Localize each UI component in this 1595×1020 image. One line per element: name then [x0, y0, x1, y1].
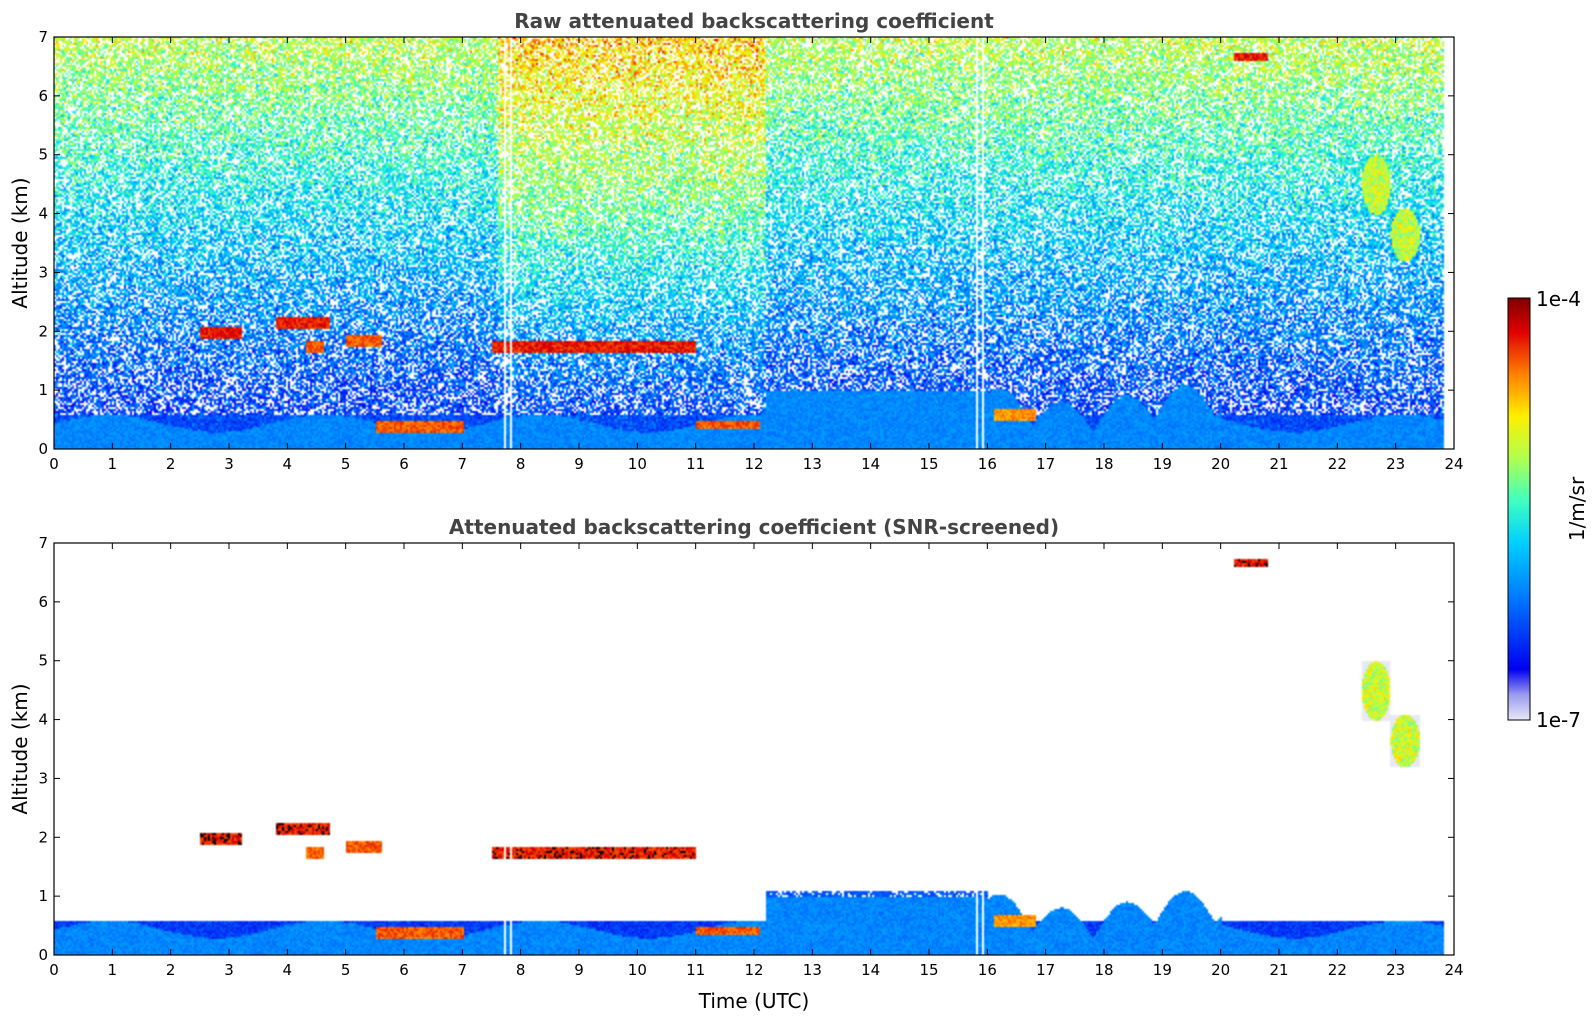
x-tick-label: 11 [686, 961, 705, 979]
x-tick-label: 14 [861, 961, 880, 979]
x-tick-label: 15 [919, 961, 938, 979]
x-tick-label: 0 [49, 455, 59, 473]
x-tick-label: 21 [1269, 455, 1288, 473]
panel2-axes: 0 1 2 3 4 5 6 7 8 9 10 11 12 13 14 15 16 17 18 19 20 21 22 23 24… [38, 534, 1463, 979]
raw-backscatter-heatmap [54, 37, 1454, 449]
x-tick-label: 1 [108, 455, 118, 473]
panel1-title: Raw attenuated backscattering coefficien… [514, 9, 994, 33]
x-tick-label: 21 [1269, 961, 1288, 979]
y-tick-label: 2 [38, 322, 48, 340]
panel2-ylabel: Altitude (km) [8, 683, 32, 814]
x-tick-label: 23 [1386, 455, 1405, 473]
x-tick-label: 7 [458, 455, 468, 473]
y-tick-label: 1 [38, 381, 48, 399]
x-tick-label: 24 [1444, 455, 1463, 473]
x-tick-label: 8 [516, 961, 526, 979]
y-tick-label: 6 [38, 87, 48, 105]
x-tick-label: 6 [399, 961, 409, 979]
x-tick-label: 5 [341, 961, 351, 979]
x-tick-label: 19 [1153, 961, 1172, 979]
x-tick-label: 19 [1153, 455, 1172, 473]
x-tick-label: 22 [1328, 455, 1347, 473]
x-tick-label: 15 [919, 455, 938, 473]
y-tick-label: 4 [38, 711, 48, 729]
x-tick-label: 17 [1036, 961, 1055, 979]
y-tick-label: 7 [38, 28, 48, 46]
x-tick-label: 4 [283, 455, 293, 473]
x-tick-label: 16 [978, 961, 997, 979]
y-tick-label: 3 [38, 769, 48, 787]
x-tick-label: 12 [744, 455, 763, 473]
x-tick-label: 9 [574, 961, 584, 979]
raw-backscatter-panel: Raw attenuated backscattering coefficien… [8, 9, 1464, 473]
x-tick-label: 9 [574, 455, 584, 473]
x-tick-label: 13 [803, 455, 822, 473]
y-tick-label: 2 [38, 828, 48, 846]
x-tick-label: 20 [1211, 961, 1230, 979]
x-tick-label: 10 [628, 455, 647, 473]
x-tick-label: 7 [458, 961, 468, 979]
x-tick-label: 14 [861, 455, 880, 473]
colorbar: 1e-4 1e-7 1/m/sr [1507, 287, 1589, 732]
y-tick-label: 5 [38, 652, 48, 670]
x-tick-label: 20 [1211, 455, 1230, 473]
colorbar-min-label: 1e-7 [1536, 708, 1581, 732]
x-tick-label: 23 [1386, 961, 1405, 979]
x-tick-label: 8 [516, 455, 526, 473]
x-tick-label: 13 [803, 961, 822, 979]
colorbar-gradient [1507, 297, 1531, 721]
x-tick-label: 18 [1094, 961, 1113, 979]
x-tick-label: 5 [341, 455, 351, 473]
panel1-ylabel: Altitude (km) [8, 177, 32, 308]
y-tick-label: 0 [38, 440, 48, 458]
x-tick-label: 17 [1036, 455, 1055, 473]
y-tick-label: 0 [38, 946, 48, 964]
x-tick-label: 3 [224, 961, 234, 979]
x-tick-label: 4 [283, 961, 293, 979]
x-tick-label: 2 [166, 961, 176, 979]
x-tick-label: 11 [686, 455, 705, 473]
x-tick-label: 18 [1094, 455, 1113, 473]
panel2-xlabel: Time (UTC) [698, 989, 810, 1013]
y-tick-label: 3 [38, 263, 48, 281]
x-tick-label: 1 [108, 961, 118, 979]
colorbar-unit-label: 1/m/sr [1565, 476, 1589, 541]
screened-backscatter-panel: Attenuated backscattering coefficient (S… [8, 515, 1464, 1013]
x-tick-label: 3 [224, 455, 234, 473]
x-tick-label: 6 [399, 455, 409, 473]
x-tick-label: 2 [166, 455, 176, 473]
x-tick-label: 24 [1444, 961, 1463, 979]
panel1-axes: 0 1 2 3 4 5 6 7 8 9 10 11 12 13 14 15 16 17 18 19 20 21 22 23 24… [38, 28, 1463, 473]
colorbar-max-label: 1e-4 [1536, 287, 1581, 311]
y-tick-label: 6 [38, 593, 48, 611]
screened-backscatter-heatmap [54, 543, 1454, 955]
x-tick-label: 0 [49, 961, 59, 979]
x-tick-label: 10 [628, 961, 647, 979]
y-tick-label: 4 [38, 205, 48, 223]
y-tick-label: 1 [38, 887, 48, 905]
x-tick-label: 22 [1328, 961, 1347, 979]
y-tick-label: 7 [38, 534, 48, 552]
panel2-title: Attenuated backscattering coefficient (S… [449, 515, 1059, 539]
x-tick-label: 12 [744, 961, 763, 979]
x-tick-label: 16 [978, 455, 997, 473]
y-tick-label: 5 [38, 146, 48, 164]
